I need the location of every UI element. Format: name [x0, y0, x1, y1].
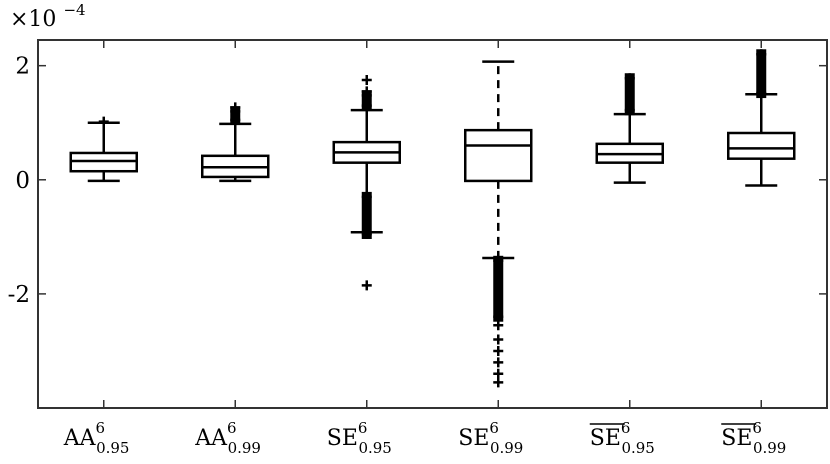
outlier-marker: [493, 311, 504, 322]
plot-frame: [37, 39, 828, 409]
outlier-marker: [493, 377, 504, 388]
y-tick-label: -2: [8, 282, 30, 308]
category-main: SE: [721, 426, 752, 451]
category-label-text: SE6 0.95: [590, 419, 655, 457]
outlier-cluster: [624, 73, 635, 116]
category-label: SE6 0.99: [458, 419, 523, 457]
category-main: AA: [194, 426, 228, 451]
outlier-marker: [361, 280, 372, 291]
category-sub: 0.99: [228, 439, 261, 457]
category-sup: 6: [752, 419, 762, 437]
axes: ×10 −4: [10, 1, 828, 409]
outlier-marker: [756, 49, 767, 60]
outlier-marker: [493, 255, 504, 266]
y-multiplier-exponent: −4: [63, 1, 85, 19]
y-multiplier-label: ×10 −4: [10, 1, 86, 32]
outlier-marker: [493, 345, 504, 356]
box-group: [727, 49, 796, 187]
box-group: [464, 60, 533, 388]
x-category-labels: AA6 0.95 AA6 0.99 SE6 0.95 SE6 0.99 SE6 0.95 SE6 0.…: [63, 419, 787, 457]
outlier-marker: [624, 105, 635, 116]
category-sup: 6: [96, 419, 106, 437]
category-label: SE6 0.95: [327, 419, 392, 457]
category-sup: 6: [358, 419, 368, 437]
box-group: [69, 116, 138, 183]
outlier-marker: [493, 357, 504, 368]
y-ticks: 2 0 -2: [8, 40, 827, 408]
category-sub: 0.99: [490, 439, 523, 457]
category-label-text: SE6 0.99: [458, 419, 523, 457]
svg-text:×10 −4: ×10 −4: [10, 1, 86, 32]
box-group: [595, 73, 664, 184]
category-label: AA6 0.99: [194, 419, 261, 457]
outlier-marker: [361, 86, 372, 97]
category-sub: 0.99: [753, 439, 786, 457]
category-sup: 6: [227, 419, 237, 437]
category-sub: 0.95: [358, 439, 391, 457]
category-main: SE: [327, 426, 358, 451]
outlier-cluster: [361, 191, 372, 239]
outlier-marker: [493, 334, 504, 345]
outlier-marker: [361, 74, 372, 85]
outlier-marker: [756, 88, 767, 99]
outlier-marker: [361, 100, 372, 111]
category-label-text: AA6 0.95: [63, 419, 130, 457]
outlier-marker: [230, 102, 241, 113]
category-main: SE: [458, 426, 489, 451]
category-sub: 0.95: [621, 439, 654, 457]
category-label-text: AA6 0.99: [194, 419, 261, 457]
box-iqr: [464, 128, 533, 183]
outlier-marker: [624, 73, 635, 84]
y-tick-label: 0: [15, 168, 30, 194]
category-sub: 0.95: [96, 439, 129, 457]
outlier-cluster: [756, 49, 767, 99]
category-main: AA: [63, 426, 97, 451]
category-sup: 6: [489, 419, 499, 437]
box-group: [201, 102, 270, 183]
outlier-cluster: [493, 255, 504, 322]
outlier-marker: [230, 114, 241, 125]
boxes: [69, 49, 796, 388]
outlier-cluster: [361, 90, 372, 111]
box-iqr: [727, 131, 796, 160]
category-main: SE: [590, 426, 621, 451]
y-multiplier-base: ×10: [10, 7, 56, 32]
outlier-marker: [361, 228, 372, 239]
category-label: SE6 0.95: [589, 419, 655, 457]
category-sup: 6: [621, 419, 631, 437]
outlier-marker: [361, 191, 372, 202]
box-group: [332, 74, 401, 291]
category-label: AA6 0.95: [63, 419, 130, 457]
category-label-text: SE6 0.99: [721, 419, 786, 457]
outlier-marker: [98, 116, 109, 127]
category-label-text: SE6 0.95: [327, 419, 392, 457]
y-tick-label: 2: [15, 54, 30, 80]
category-label: SE6 0.99: [721, 419, 786, 457]
outlier-marker: [493, 320, 504, 331]
outlier-marker: [493, 368, 504, 379]
